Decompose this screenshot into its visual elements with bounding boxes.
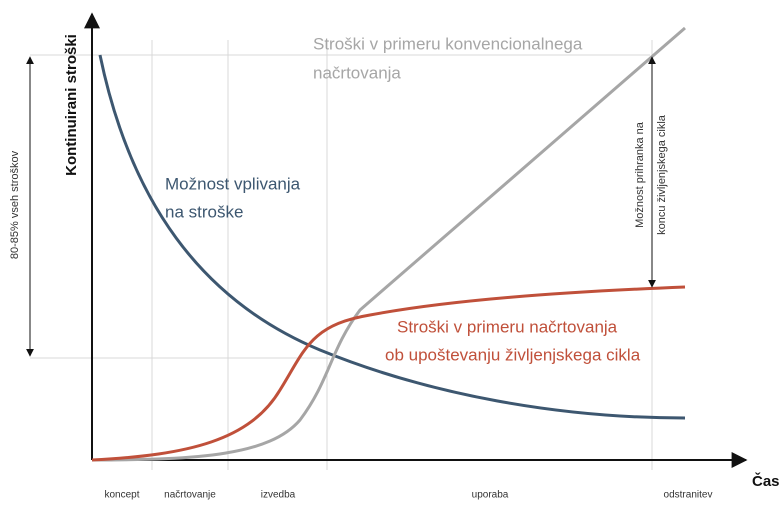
y-axis-label: Kontinuirani stroški (63, 34, 80, 176)
influence-label: Možnost vplivanja (165, 174, 301, 193)
phase-label: koncept (104, 490, 139, 501)
x-axis-label: Čas (752, 472, 780, 490)
phase-label: odstranitev (664, 490, 713, 501)
phase-label: izvedba (261, 490, 296, 501)
lifecycle-label: Stroški v primeru načrtovanja (397, 317, 618, 336)
lifecycle-label: ob upoštevanju življenjskega cikla (385, 345, 641, 364)
influence-curve (98, 54, 686, 420)
conventional-label: Stroški v primeru konvencionalnega (313, 34, 583, 53)
savings-label: koncu življenjskega cikla (656, 114, 668, 235)
influence-label: na stroške (165, 202, 243, 221)
phase-label: uporaba (472, 490, 509, 501)
savings-label: Možnost prihranka na (634, 121, 646, 228)
share-label: 80-85% vseh stroškov (9, 150, 21, 259)
phase-label: načrtovanje (164, 490, 216, 501)
conventional-label: načrtovanja (313, 63, 401, 82)
conventional-curve (91, 26, 686, 462)
lifecycle-curve (91, 285, 686, 462)
